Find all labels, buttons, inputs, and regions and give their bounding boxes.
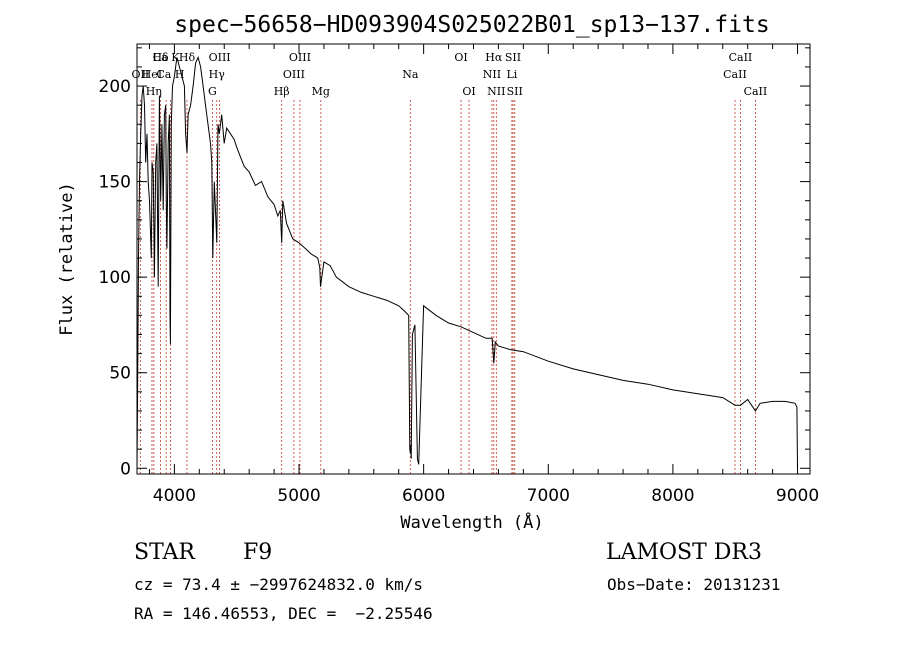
y-tick-label: 0 xyxy=(120,459,131,479)
line-marker-label: Hβ xyxy=(274,85,290,98)
line-marker-label: OI xyxy=(462,85,475,98)
y-tick-label: 100 xyxy=(99,268,131,288)
plot-frame xyxy=(136,43,811,475)
x-tick-label: 8000 xyxy=(651,486,694,506)
line-marker-label: G xyxy=(208,85,217,98)
line-marker-label: Na xyxy=(402,68,419,81)
line-marker-label: Hη xyxy=(146,85,162,98)
line-marker-label: CaII xyxy=(723,68,747,81)
line-marker-label: OII xyxy=(132,68,150,81)
line-marker-label: OIII xyxy=(289,51,311,64)
line-marker-label: Hδ xyxy=(179,51,196,64)
line-marker-label: OIII xyxy=(209,51,231,64)
x-axis-label: Wavelength (Å) xyxy=(400,511,543,533)
line-marker-label: OIII xyxy=(283,68,305,81)
coordinates: RA = 146.46553, DEC = −2.25546 xyxy=(134,604,433,623)
y-tick-label: 50 xyxy=(109,364,131,384)
x-tick-label: 5000 xyxy=(277,486,320,506)
line-marker-label: CaII xyxy=(729,51,753,64)
line-marker-label: Hγ xyxy=(209,68,226,81)
y-tick-label: 200 xyxy=(99,77,131,97)
line-marker-label: SII xyxy=(505,51,521,64)
line-marker-label: SII xyxy=(507,85,523,98)
line-marker-label: NII xyxy=(483,68,501,81)
object-type: STAR xyxy=(134,540,195,565)
y-tick-label: 150 xyxy=(99,173,131,193)
y-axis: 0 50 100 150 200 xyxy=(99,47,810,479)
line-marker-label: Hα xyxy=(485,51,503,64)
line-marker-label: HeI xyxy=(142,68,162,81)
object-subclass: F9 xyxy=(243,540,273,565)
spectrum-series-line xyxy=(136,55,798,469)
line-marker-label: NII xyxy=(487,85,505,98)
x-tick-label: 4000 xyxy=(153,486,196,506)
line-marker-label: Ca K xyxy=(153,51,180,64)
line-marker-label: Li xyxy=(506,68,517,81)
redshift-velocity: cz = 73.4 ± −2997624832.0 km/s xyxy=(134,575,423,594)
line-marker-label: Mg xyxy=(312,85,330,98)
y-axis-label: Flux (relative) xyxy=(57,182,77,336)
line-marker-label: Ca H xyxy=(156,68,184,81)
line-marker-label: CaII xyxy=(744,85,768,98)
x-tick-label: 6000 xyxy=(402,486,445,506)
observation-date: Obs−Date: 20131231 xyxy=(607,575,781,594)
survey-name: LAMOST DR3 xyxy=(606,540,762,565)
x-tick-label: 7000 xyxy=(527,486,570,506)
line-marker-label: Hδ xyxy=(152,51,169,64)
x-tick-label: 9000 xyxy=(776,486,819,506)
line-marker-label: OI xyxy=(454,51,467,64)
line-markers xyxy=(139,100,756,474)
x-axis: 4000 5000 6000 7000 8000 9000 xyxy=(148,44,819,506)
chart-title: spec−56658−HD093904S025022B01_sp13−137.f… xyxy=(174,12,769,38)
